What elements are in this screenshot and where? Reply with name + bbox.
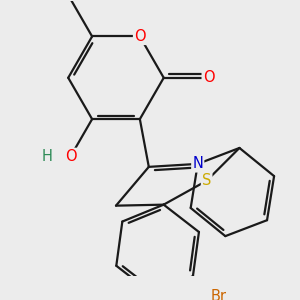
Text: S: S (202, 173, 211, 188)
Text: O: O (203, 70, 214, 85)
Text: O: O (134, 29, 146, 44)
Text: H: H (41, 149, 52, 164)
Text: O: O (65, 149, 76, 164)
Text: N: N (192, 156, 203, 171)
Text: Br: Br (211, 289, 227, 300)
